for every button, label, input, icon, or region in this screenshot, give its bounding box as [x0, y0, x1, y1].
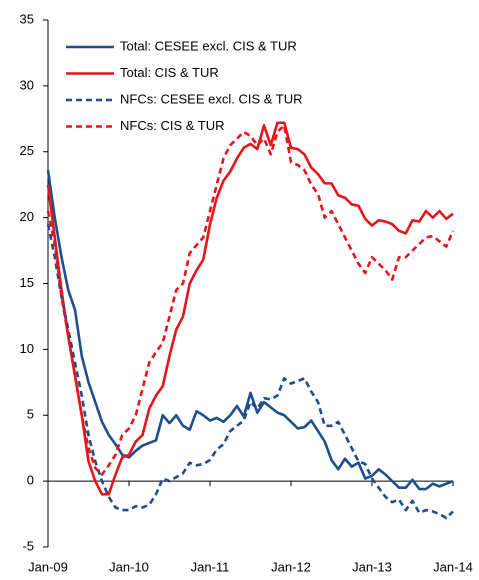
series-line	[46, 223, 454, 520]
y-tick-label: 35	[20, 11, 34, 26]
legend-label: Total: CIS & TUR	[120, 65, 219, 80]
x-tick-label: Jan-13	[352, 559, 392, 574]
y-tick-label: 10	[20, 341, 34, 356]
legend-label: NFCs: CIS & TUR	[120, 118, 225, 133]
x-tick-label: Jan-09	[28, 559, 68, 574]
y-tick-label: 5	[27, 407, 34, 422]
y-tick-label: -5	[22, 538, 34, 553]
y-tick-label: 15	[20, 275, 34, 290]
series-line	[46, 121, 454, 496]
legend-label: Total: CESEE excl. CIS & TUR	[120, 38, 297, 53]
x-tick-label: Jan-14	[433, 559, 473, 574]
y-tick-label: 30	[20, 77, 34, 92]
legend-label: NFCs: CESEE excl. CIS & TUR	[120, 91, 303, 106]
y-tick-label: 25	[20, 143, 34, 158]
x-tick-label: Jan-10	[109, 559, 149, 574]
series-line	[46, 124, 455, 476]
series-line	[46, 170, 454, 491]
y-tick-label: 20	[20, 209, 34, 224]
x-tick-label: Jan-11	[191, 559, 230, 574]
y-tick-label: 0	[27, 473, 34, 488]
x-tick-label: Jan-12	[271, 559, 311, 574]
